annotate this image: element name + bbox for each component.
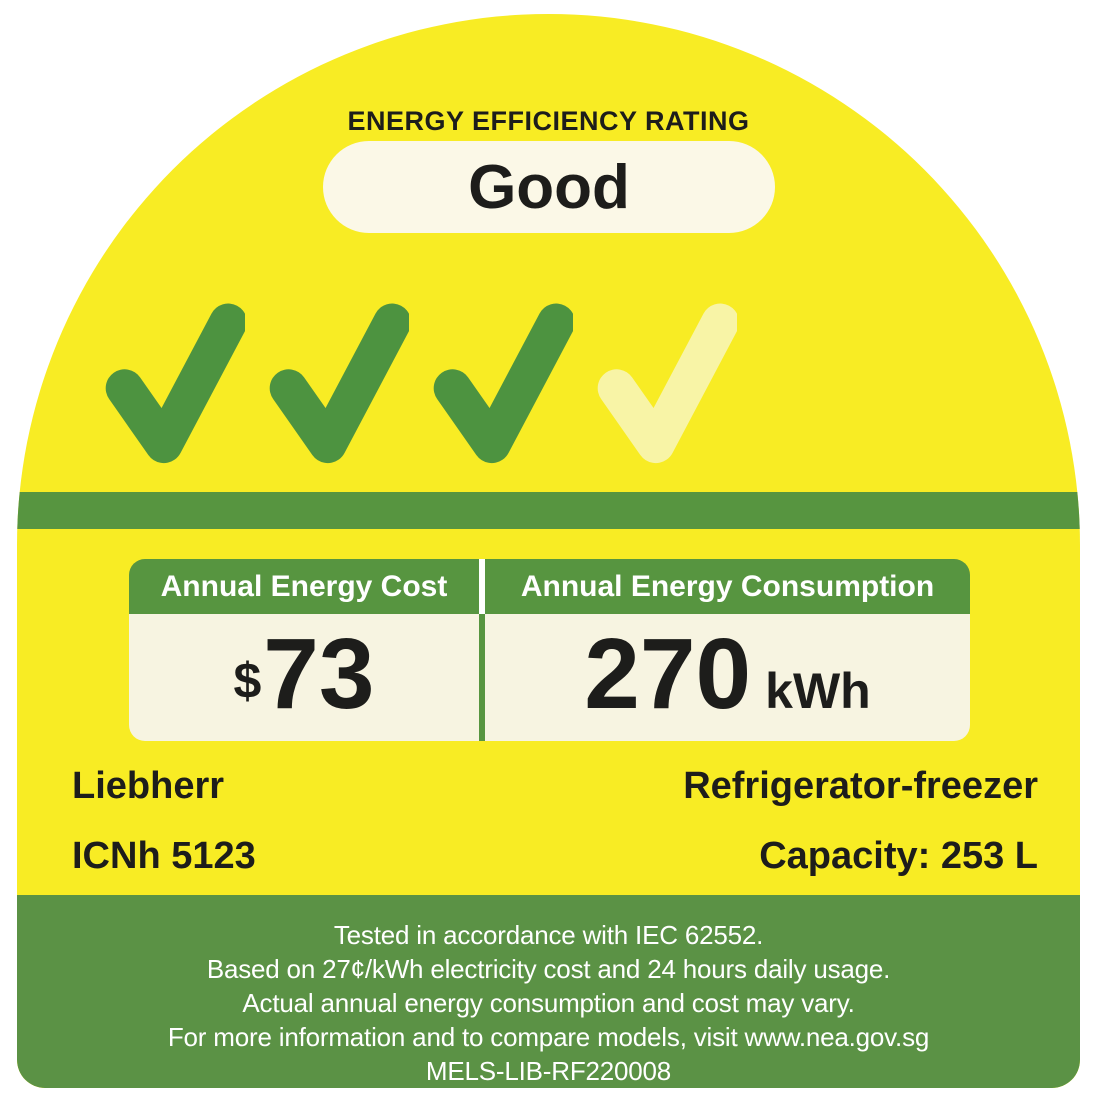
metrics-panels: Annual Energy Cost $73 Annual Energy Con…: [129, 559, 970, 741]
panel-divider-bottom: [479, 614, 485, 741]
consumption-value: 270: [584, 618, 752, 730]
annual-energy-consumption-panel: Annual Energy Consumption 270 kWh: [485, 559, 970, 741]
check-tick-icon: [105, 300, 245, 468]
currency-symbol: $: [233, 653, 262, 709]
cost-value: 73: [263, 618, 375, 730]
panel-divider: [479, 559, 485, 741]
product-type: Refrigerator-freezer: [683, 765, 1038, 807]
footer-line: Tested in accordance with IEC 62552.: [333, 920, 764, 950]
brand-name: Liebherr: [72, 765, 225, 807]
green-divider-bar: [17, 492, 1080, 529]
model-number: ICNh 5123: [72, 835, 256, 877]
energy-efficiency-label: ENERGY EFFICIENCY RATING Good Annual Ene…: [17, 14, 1080, 1088]
footer-line: For more information and to compare mode…: [167, 1022, 930, 1052]
cost-panel-value: $73: [129, 614, 479, 741]
footer-line: Actual annual energy consumption and cos…: [242, 988, 855, 1018]
capacity-value: Capacity: 253 L: [759, 835, 1038, 877]
footer-line: Based on 27¢/kWh electricity cost and 24…: [206, 954, 891, 984]
check-tick-pale-icon: [597, 300, 737, 468]
consumption-unit: kWh: [765, 663, 871, 719]
footer-notes: Tested in accordance with IEC 62552. Bas…: [17, 895, 1080, 1088]
check-tick-icon: [269, 300, 409, 468]
registration-number: MELS-LIB-RF220008: [425, 1056, 672, 1086]
panel-divider-top: [479, 559, 485, 614]
check-tick-icon: [433, 300, 573, 468]
annual-energy-cost-panel: Annual Energy Cost $73: [129, 559, 479, 741]
rating-pill: Good: [323, 141, 775, 233]
rating-text: Good: [468, 152, 630, 222]
ticks-row: [105, 300, 737, 468]
cost-panel-header: Annual Energy Cost: [129, 559, 479, 614]
label-title: ENERGY EFFICIENCY RATING: [347, 106, 750, 136]
consumption-panel-header: Annual Energy Consumption: [485, 559, 970, 614]
consumption-panel-value: 270 kWh: [485, 614, 970, 741]
